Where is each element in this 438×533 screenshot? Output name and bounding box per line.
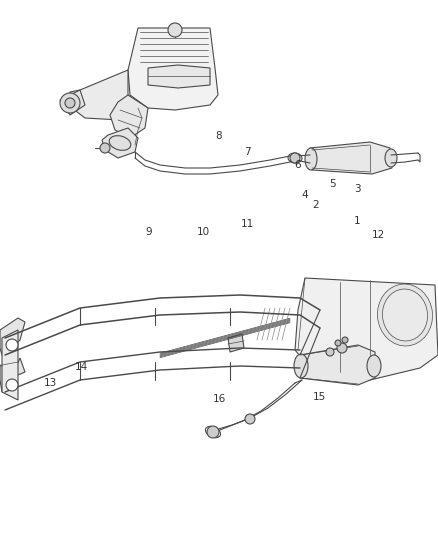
Polygon shape bbox=[0, 318, 25, 355]
Polygon shape bbox=[0, 358, 25, 392]
Polygon shape bbox=[148, 65, 210, 88]
Text: 2: 2 bbox=[312, 200, 319, 210]
Text: 1: 1 bbox=[353, 216, 360, 226]
Circle shape bbox=[326, 348, 334, 356]
Text: 10: 10 bbox=[197, 227, 210, 237]
Text: 4: 4 bbox=[301, 190, 308, 199]
Text: 3: 3 bbox=[353, 184, 360, 194]
Ellipse shape bbox=[385, 149, 397, 167]
Ellipse shape bbox=[382, 289, 427, 341]
Circle shape bbox=[335, 340, 341, 346]
Circle shape bbox=[342, 337, 348, 343]
Text: 8: 8 bbox=[215, 131, 223, 141]
Circle shape bbox=[65, 98, 75, 108]
Ellipse shape bbox=[109, 136, 131, 150]
Polygon shape bbox=[295, 278, 438, 380]
Ellipse shape bbox=[367, 355, 381, 377]
Polygon shape bbox=[60, 90, 85, 115]
Circle shape bbox=[60, 93, 80, 113]
Text: 14: 14 bbox=[74, 362, 88, 372]
Circle shape bbox=[245, 414, 255, 424]
Circle shape bbox=[6, 379, 18, 391]
Circle shape bbox=[207, 426, 219, 438]
Circle shape bbox=[337, 343, 347, 353]
Polygon shape bbox=[110, 95, 148, 138]
Polygon shape bbox=[300, 345, 375, 385]
Text: 12: 12 bbox=[372, 230, 385, 239]
Polygon shape bbox=[310, 142, 392, 174]
Circle shape bbox=[100, 143, 110, 153]
Polygon shape bbox=[128, 28, 218, 110]
Ellipse shape bbox=[294, 354, 308, 378]
Text: 9: 9 bbox=[145, 227, 152, 237]
Polygon shape bbox=[68, 70, 138, 120]
Ellipse shape bbox=[305, 148, 317, 170]
Polygon shape bbox=[102, 128, 138, 158]
Text: 16: 16 bbox=[212, 394, 226, 403]
Polygon shape bbox=[2, 330, 18, 400]
Text: 6: 6 bbox=[294, 160, 301, 170]
Circle shape bbox=[290, 153, 300, 163]
Text: 15: 15 bbox=[313, 392, 326, 402]
Polygon shape bbox=[228, 334, 244, 352]
Circle shape bbox=[168, 23, 182, 37]
Polygon shape bbox=[2, 338, 5, 355]
Text: 11: 11 bbox=[241, 219, 254, 229]
Text: 13: 13 bbox=[44, 378, 57, 387]
Text: 7: 7 bbox=[244, 147, 251, 157]
Text: 5: 5 bbox=[329, 179, 336, 189]
Circle shape bbox=[6, 339, 18, 351]
Ellipse shape bbox=[378, 284, 433, 346]
